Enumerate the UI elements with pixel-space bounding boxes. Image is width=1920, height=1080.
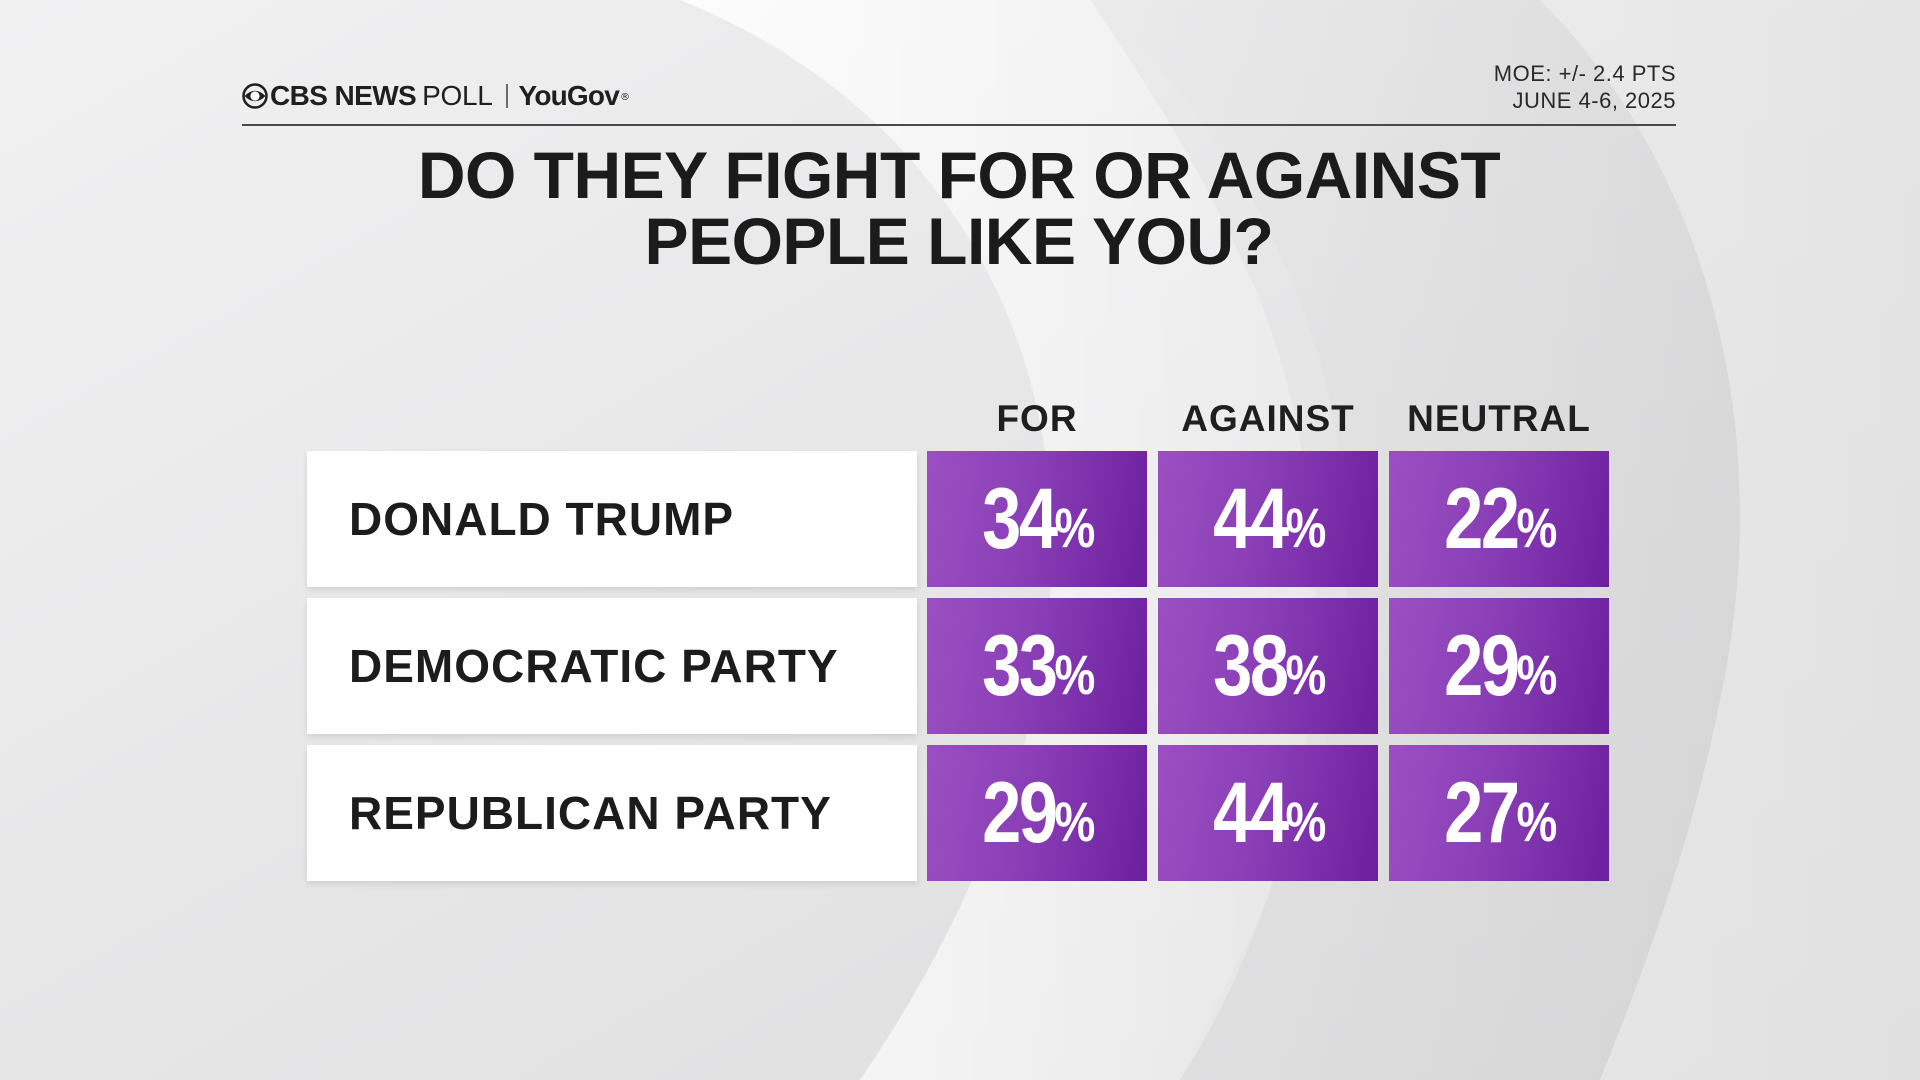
percent-sign: % xyxy=(1285,642,1327,706)
percent-sign: % xyxy=(1285,495,1327,559)
percent-sign: % xyxy=(1054,495,1096,559)
column-header-against: AGAINST xyxy=(1181,398,1355,439)
value-cell-donald-trump-neutral: 22% xyxy=(1389,451,1609,587)
column-header-neutral: NEUTRAL xyxy=(1407,398,1591,439)
percent-sign: % xyxy=(1054,642,1096,706)
value-cell-democratic-party-against: 38% xyxy=(1158,598,1378,734)
row-label-republican-party: REPUBLICAN PARTY xyxy=(307,745,917,881)
row-label-donald-trump: DONALD TRUMP xyxy=(307,451,917,587)
trademark-icon: ® xyxy=(619,91,630,103)
header: CBS NEWS POLL YouGov ® MOE: +/- 2.4 PTS … xyxy=(242,60,1676,126)
chart-title: DO THEY FIGHT FOR OR AGAINST PEOPLE LIKE… xyxy=(242,142,1676,274)
title-line-2: PEOPLE LIKE YOU? xyxy=(644,204,1274,278)
value-number: 29 xyxy=(1444,617,1520,714)
value-cell-democratic-party-neutral: 29% xyxy=(1389,598,1609,734)
value-number: 44 xyxy=(1213,470,1289,567)
value-cell-donald-trump-for: 34% xyxy=(927,451,1147,587)
percent-sign: % xyxy=(1054,789,1096,853)
brand-partner: YouGov xyxy=(518,80,620,111)
row-label-democratic-party: DEMOCRATIC PARTY xyxy=(307,598,917,734)
value-number: 27 xyxy=(1444,764,1520,861)
percent-sign: % xyxy=(1516,789,1558,853)
margin-of-error: MOE: +/- 2.4 PTS xyxy=(1493,61,1676,86)
percent-sign: % xyxy=(1285,789,1327,853)
title-line-1: DO THEY FIGHT FOR OR AGAINST xyxy=(417,138,1501,212)
value-cell-republican-party-neutral: 27% xyxy=(1389,745,1609,881)
value-number: 22 xyxy=(1444,470,1520,567)
percent-sign: % xyxy=(1516,495,1558,559)
brand-poll: POLL xyxy=(422,80,493,111)
value-number: 38 xyxy=(1213,617,1289,714)
value-cell-republican-party-for: 29% xyxy=(927,745,1147,881)
poll-meta: MOE: +/- 2.4 PTS JUNE 4-6, 2025 xyxy=(1494,60,1676,114)
brand-network: CBS NEWS xyxy=(270,80,417,111)
value-cell-democratic-party-for: 33% xyxy=(927,598,1147,734)
brand-separator xyxy=(505,84,508,108)
value-cell-donald-trump-against: 44% xyxy=(1158,451,1378,587)
column-header-for: FOR xyxy=(996,398,1078,439)
cbs-eye-icon xyxy=(242,83,268,109)
percent-sign: % xyxy=(1516,642,1558,706)
value-cell-republican-party-against: 44% xyxy=(1158,745,1378,881)
value-number: 44 xyxy=(1213,764,1289,861)
value-number: 33 xyxy=(982,617,1058,714)
brand-logo: CBS NEWS POLL YouGov ® xyxy=(242,80,630,112)
poll-dates: JUNE 4-6, 2025 xyxy=(1512,88,1676,113)
value-number: 29 xyxy=(982,764,1058,861)
value-number: 34 xyxy=(982,470,1058,567)
